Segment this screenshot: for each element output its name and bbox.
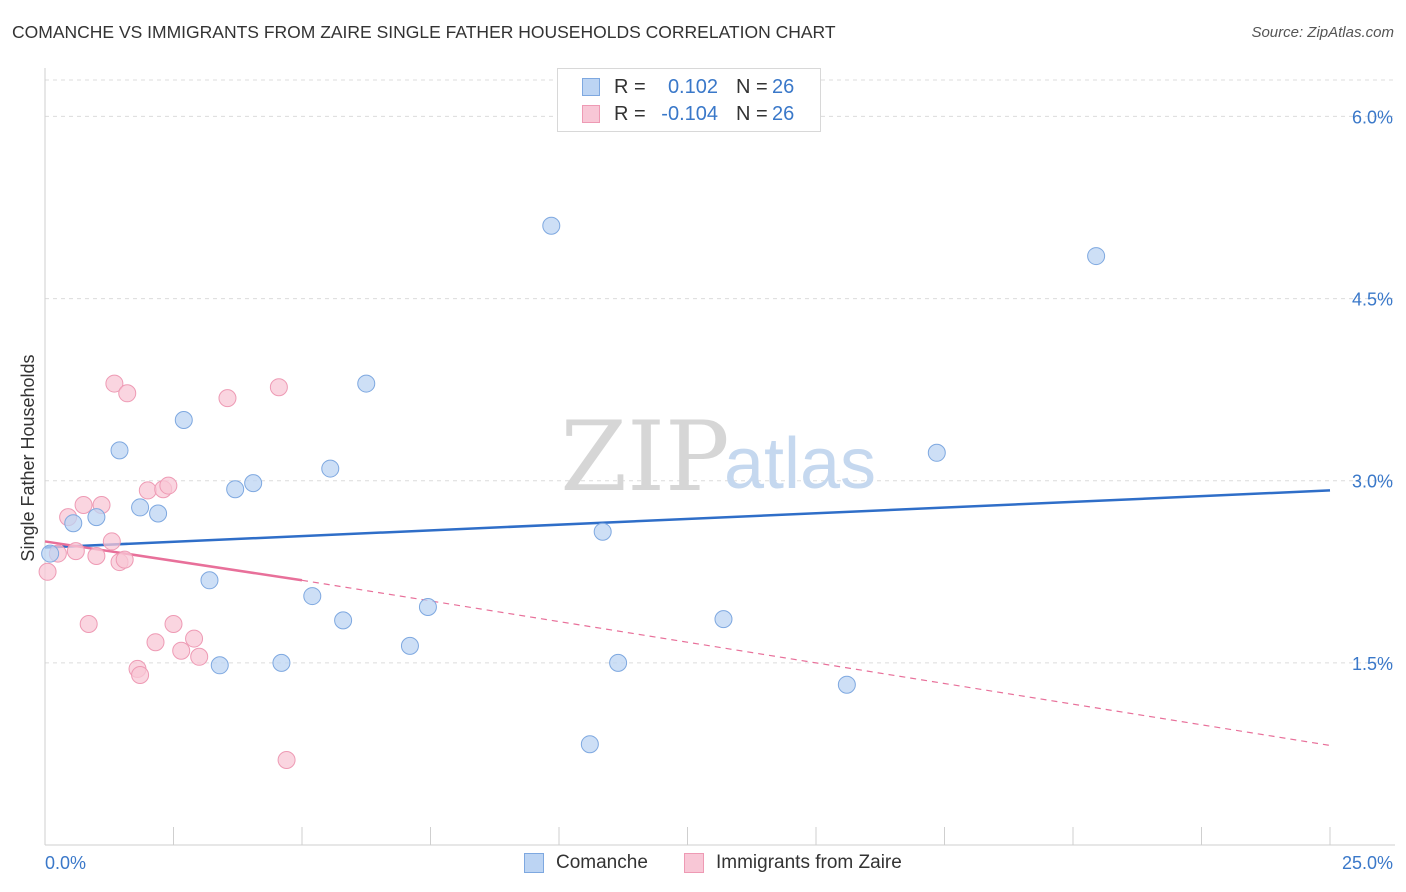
zaire-point (38, 562, 57, 581)
legend-item-comanche[interactable]: Comanche (524, 852, 648, 874)
x-tick-label-max: 25.0% (1342, 853, 1393, 873)
zaire-point (118, 384, 137, 403)
comanche-point (927, 443, 946, 462)
correlation-legend: R = 0.102 N = 26 R = -0.104 N = 26 (557, 68, 821, 132)
series-comanche-points (41, 216, 1106, 754)
zaire-point (102, 532, 121, 551)
comanche-legend-swatch (524, 853, 544, 873)
r-value: -0.104 (661, 102, 718, 125)
comanche-point (149, 504, 168, 523)
zaire-point (146, 633, 165, 652)
comanche-point (418, 598, 437, 616)
n-value: 26 (772, 75, 795, 98)
comanche-point (334, 611, 353, 630)
n-label: N = (736, 102, 768, 125)
comanche-point (226, 480, 245, 499)
zaire-legend-label: Immigrants from Zaire (716, 852, 902, 873)
y-tick-label: 4.5% (1352, 290, 1393, 310)
zaire-point (115, 550, 134, 569)
legend-item-zaire[interactable]: Immigrants from Zaire (684, 852, 902, 874)
y-tick-label: 1.5% (1352, 654, 1393, 674)
trend-lines (44, 489, 1331, 747)
zaire-point (131, 666, 150, 684)
comanche-trend-line (44, 489, 1331, 549)
chart-title: COMANCHE VS IMMIGRANTS FROM ZAIRE SINGLE… (12, 22, 836, 42)
comanche-point (580, 735, 599, 754)
legend-row-zaire: R = -0.104 N = 26 (582, 101, 794, 127)
n-value: 26 (772, 102, 795, 125)
y-axis-label: Single Father Households (18, 354, 38, 561)
gridlines (45, 79, 1395, 664)
watermark-atlas: atlas (724, 424, 876, 504)
comanche-point (593, 522, 612, 541)
watermark-zip: ZIP (560, 401, 729, 513)
comanche-point (609, 653, 628, 672)
comanche-legend-label: Comanche (556, 852, 648, 873)
source-label: Source: ZipAtlas.com (1251, 24, 1394, 41)
zaire-point (105, 374, 124, 393)
r-value: 0.102 (667, 75, 718, 98)
tick-labels: 1.5% 3.0% 4.5% 6.0% 0.0% 25.0% (45, 107, 1393, 873)
zaire-point (79, 615, 98, 633)
comanche-swatch (582, 78, 600, 96)
x-tick-label-min: 0.0% (45, 853, 86, 873)
comanche-point (1087, 247, 1106, 266)
series-zaire-points (38, 374, 296, 769)
series-legend: Comanche Immigrants from Zaire (0, 852, 1406, 878)
zaire-swatch (582, 105, 600, 123)
zaire-point (159, 476, 178, 495)
zaire-point (277, 751, 296, 769)
comanche-point (41, 544, 60, 563)
comanche-point (244, 474, 263, 493)
y-tick-label: 3.0% (1352, 472, 1393, 492)
zaire-point (138, 481, 157, 500)
zaire-point (218, 389, 237, 408)
comanche-point (210, 656, 229, 675)
zaire-point (87, 547, 106, 565)
comanche-point (837, 675, 856, 694)
zaire-point (190, 647, 209, 666)
comanche-point (714, 610, 733, 629)
legend-row-comanche: R = 0.102 N = 26 (582, 74, 794, 100)
zaire-trend-line-extended (301, 579, 1331, 747)
zaire-legend-swatch (684, 853, 704, 873)
axes (44, 68, 1395, 846)
comanche-point (174, 411, 193, 429)
comanche-point (200, 571, 219, 590)
comanche-point (131, 498, 150, 517)
n-label: N = (736, 75, 768, 98)
watermark: ZIP atlas (560, 401, 876, 513)
comanche-point (64, 514, 83, 533)
zaire-point (74, 496, 93, 514)
zaire-point (172, 641, 191, 660)
zaire-trend-line (44, 540, 303, 582)
comanche-point (87, 508, 106, 527)
comanche-point (357, 374, 376, 393)
comanche-point (542, 216, 561, 235)
zaire-point (66, 542, 85, 561)
comanche-point (321, 459, 340, 478)
zaire-point (164, 615, 183, 633)
comanche-point (110, 441, 129, 460)
zaire-point (185, 629, 204, 648)
y-tick-label: 6.0% (1352, 107, 1393, 127)
r-label: R = (614, 102, 646, 125)
r-label: R = (614, 75, 646, 98)
comanche-point (303, 587, 322, 606)
comanche-point (272, 653, 291, 672)
comanche-point (400, 636, 419, 655)
zaire-point (269, 378, 288, 397)
